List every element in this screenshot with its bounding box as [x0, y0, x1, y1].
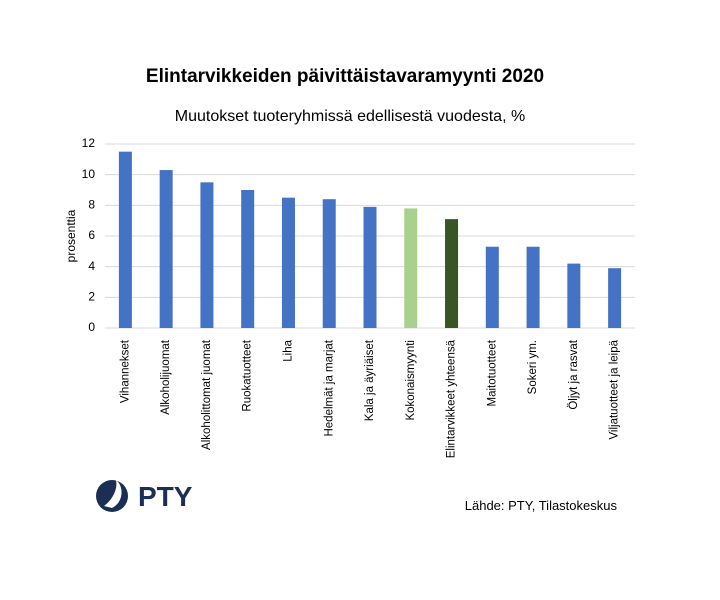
logo-swoosh: [104, 480, 122, 508]
x-tick-label: Alkoholittomat juomat: [201, 339, 213, 450]
x-tick-label: Alkoholijuomat: [160, 339, 172, 415]
x-tick-label: Liha: [282, 339, 294, 361]
y-tick-label: 6: [88, 228, 95, 242]
bar: [485, 246, 499, 328]
x-tick-label: Elintarvikkeet yhteensä: [446, 339, 458, 458]
bar: [118, 151, 132, 328]
source-note: Lähde: PTY, Tilastokeskus: [465, 498, 618, 513]
y-tick-label: 0: [88, 320, 95, 334]
y-tick-label: 2: [88, 290, 95, 304]
x-tick-label: Ruokatuotteet: [242, 339, 254, 411]
bar: [200, 182, 214, 328]
logo-text: PTY: [138, 481, 193, 512]
x-tick-label: Hedelmät ja marjat: [323, 339, 335, 436]
bar: [159, 170, 173, 328]
x-tick-label: Sokeri ym.: [527, 340, 539, 394]
x-tick-label: Viljatuotteet ja leipä: [609, 339, 621, 439]
bar: [241, 190, 255, 328]
logo: PTY: [96, 480, 193, 512]
bar: [608, 268, 622, 328]
bar: [404, 208, 418, 328]
y-axis-label: prosenttia: [64, 209, 78, 262]
bar: [281, 197, 295, 328]
y-tick-label: 4: [88, 259, 95, 273]
x-tick-label: Maitotuotteet: [486, 339, 498, 406]
x-tick-label: Öljyt ja rasvat: [568, 339, 580, 409]
bar: [363, 206, 377, 328]
chart-title: Elintarvikkeiden päivittäistavaramyynti …: [146, 66, 544, 87]
y-tick-label: 12: [82, 136, 96, 150]
bar: [526, 246, 540, 328]
y-tick-label: 10: [82, 167, 96, 181]
y-tick-label: 8: [88, 198, 95, 212]
chart-subtitle: Muutokset tuoteryhmissä edellisestä vuod…: [175, 108, 525, 125]
bar: [445, 219, 459, 328]
bar: [567, 263, 581, 328]
bar: [322, 199, 336, 328]
x-tick-label: Kala ja äyriäiset: [364, 339, 376, 421]
x-tick-label: Kokonaismyynti: [405, 340, 417, 421]
x-tick-label: Vihannekset: [119, 339, 131, 403]
